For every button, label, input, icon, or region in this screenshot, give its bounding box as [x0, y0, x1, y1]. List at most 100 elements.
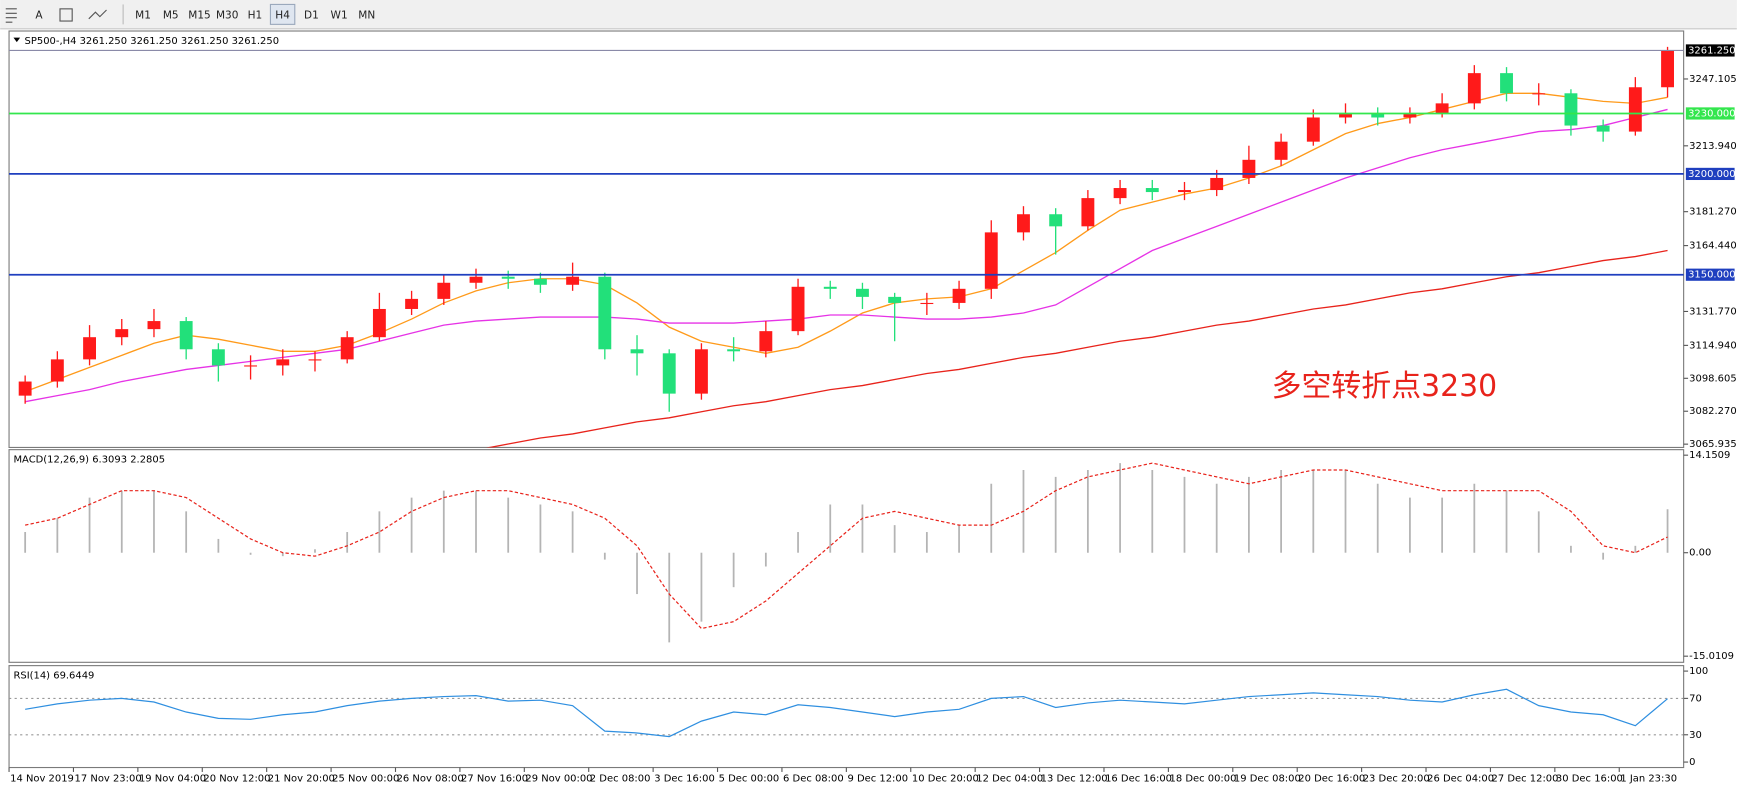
- candle-body: [1532, 93, 1546, 95]
- timeframe-button[interactable]: H4: [275, 10, 290, 22]
- x-tick-label: 3 Dec 16:00: [654, 774, 715, 785]
- candle-body: [791, 286, 805, 332]
- candle-body: [823, 286, 837, 289]
- candle-body: [1113, 188, 1127, 199]
- price-level-tag: [1685, 44, 1735, 57]
- x-tick-label: 14 Nov 2019: [10, 774, 74, 785]
- timeframe-button[interactable]: M1: [135, 10, 151, 22]
- candle-body: [372, 308, 386, 338]
- candle-body: [1596, 125, 1610, 132]
- candle-body: [1081, 198, 1095, 227]
- x-tick-label: 25 Nov 00:00: [332, 774, 399, 785]
- candle-body: [1017, 214, 1030, 233]
- timeframe-button[interactable]: H1: [248, 10, 263, 22]
- candle-body: [211, 349, 225, 366]
- x-tick-label: 2 Dec 08:00: [590, 774, 651, 785]
- price-level-tag: [1685, 167, 1735, 181]
- title-arrow: [13, 37, 21, 43]
- panel-title: MACD(12,26,9) 6.3093 2.2805: [13, 455, 165, 466]
- y-tick-label: 0.00: [1689, 548, 1711, 559]
- toolbar-button[interactable]: A: [35, 10, 43, 22]
- x-tick-label: 29 Nov 00:00: [525, 774, 592, 785]
- price-level-label: 3230.000: [1688, 108, 1736, 119]
- candle-body: [1467, 73, 1481, 104]
- candle-body: [1145, 188, 1159, 193]
- y-tick-label: 70: [1689, 693, 1702, 704]
- y-tick-label: 30: [1689, 730, 1702, 741]
- candle-body: [83, 337, 96, 360]
- candle-body: [694, 349, 708, 394]
- candle-body: [598, 276, 612, 350]
- panel-content: [18, 46, 1674, 448]
- x-tick-label: 9 Dec 12:00: [847, 774, 908, 785]
- x-tick-label: 26 Dec 04:00: [1427, 774, 1494, 785]
- timeframe-button[interactable]: W1: [331, 10, 348, 22]
- candle-body: [1564, 93, 1578, 126]
- icon-lines: [5, 8, 17, 23]
- y-tick-label: 3181.270: [1689, 207, 1737, 218]
- candle-body: [856, 288, 869, 297]
- price-level-tag: [1685, 268, 1735, 281]
- candle-body: [1628, 87, 1642, 132]
- price-level-label: 3261.250: [1688, 45, 1736, 56]
- candle-body: [727, 349, 741, 352]
- candle-body: [1435, 103, 1449, 114]
- timeframe-button[interactable]: M15: [188, 10, 210, 22]
- x-tick-label: 13 Dec 12:00: [1041, 774, 1108, 785]
- x-tick-label: 30 Dec 16:00: [1556, 774, 1623, 785]
- x-tick-label: 16 Dec 16:00: [1105, 774, 1172, 785]
- x-tick-label: 10 Dec 20:00: [912, 774, 979, 785]
- candle-body: [1371, 113, 1385, 118]
- y-tick-label: 3082.270: [1689, 406, 1737, 417]
- timeframe-button[interactable]: MN: [358, 10, 375, 22]
- x-tick-label: 19 Dec 08:00: [1234, 774, 1301, 785]
- x-tick-label: 27 Dec 12:00: [1492, 774, 1559, 785]
- x-tick-label: 20 Dec 16:00: [1298, 774, 1365, 785]
- y-tick-label: 100: [1689, 666, 1708, 677]
- moving-average: [25, 108, 1668, 403]
- y-tick-label: 3164.440: [1689, 241, 1737, 252]
- price-level-label: 3150.000: [1688, 270, 1736, 281]
- candle-body: [952, 288, 966, 303]
- candle-body: [1339, 113, 1352, 118]
- x-tick-label: 19 Nov 04:00: [139, 774, 206, 785]
- active-timeframe: [269, 3, 296, 25]
- candle-body: [1274, 141, 1288, 160]
- x-tick-label: 5 Dec 00:00: [719, 774, 780, 785]
- candle-body: [179, 321, 193, 350]
- x-tick-label: 1 Jan 23:30: [1620, 774, 1677, 785]
- y-tick-label: 3098.605: [1689, 373, 1737, 384]
- candle-body: [405, 298, 419, 309]
- candle-body: [630, 349, 644, 354]
- candle-body: [501, 276, 515, 279]
- candle-body: [1500, 73, 1513, 94]
- y-tick-label: 3131.770: [1689, 306, 1737, 317]
- candle-body: [340, 337, 354, 360]
- timeframe-button[interactable]: M30: [216, 10, 238, 22]
- moving-average: [24, 92, 1668, 393]
- y-tick-label: 3065.935: [1689, 439, 1737, 450]
- y-tick-label: 0: [1689, 757, 1695, 768]
- candle-body: [276, 359, 290, 366]
- candle-body: [566, 276, 580, 285]
- timeframe-button[interactable]: D1: [304, 10, 319, 22]
- candle-body: [533, 278, 547, 285]
- timeframe-button[interactable]: M5: [163, 10, 179, 22]
- price-level-label: 3200.000: [1688, 169, 1736, 180]
- candle-body: [244, 365, 258, 367]
- panel-content: [24, 462, 1669, 643]
- y-tick-label: 3247.105: [1689, 74, 1737, 85]
- candle-body: [50, 359, 64, 382]
- panel-title: RSI(14) 69.6449: [13, 671, 94, 682]
- y-tick-label: -15.0109: [1689, 651, 1734, 662]
- y-tick-label: 14.1509: [1689, 450, 1730, 461]
- y-tick-label: 3114.940: [1689, 340, 1737, 351]
- candle-body: [437, 282, 451, 299]
- x-tick-label: 20 Nov 12:00: [203, 774, 270, 785]
- candle-body: [1306, 117, 1320, 142]
- panel-frame: [8, 449, 1685, 663]
- candle-body: [115, 329, 129, 338]
- candle-body: [1661, 50, 1674, 88]
